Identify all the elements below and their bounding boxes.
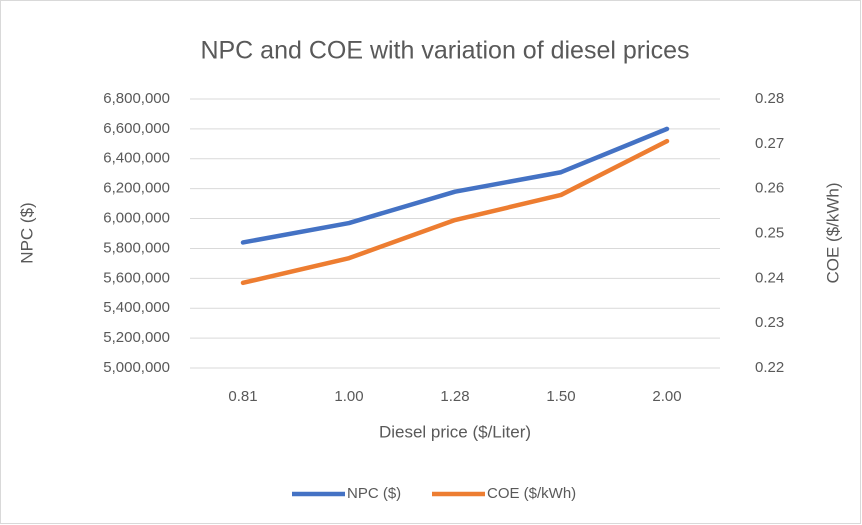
y2-tick-label: 0.26 — [755, 180, 784, 197]
x-tick-label: 1.28 — [440, 388, 469, 405]
legend-label: NPC ($) — [347, 485, 401, 502]
y-tick-label: 5,800,000 — [103, 239, 170, 256]
y2-tick-label: 0.27 — [755, 135, 784, 152]
y2-axis-title: COE ($/kWh) — [823, 182, 842, 283]
x-tick-label: 1.50 — [546, 388, 575, 405]
chart-title: NPC and COE with variation of diesel pri… — [200, 37, 689, 65]
y-tick-label: 6,000,000 — [103, 210, 170, 227]
y-tick-label: 6,600,000 — [103, 120, 170, 137]
x-tick-label: 2.00 — [652, 388, 681, 405]
y2-tick-label: 0.23 — [755, 314, 784, 331]
y-tick-label: 5,600,000 — [103, 269, 170, 286]
y2-tick-label: 0.25 — [755, 224, 784, 241]
y-tick-label: 6,800,000 — [103, 90, 170, 107]
data-line — [240, 138, 670, 286]
y2-tick-label: 0.28 — [755, 90, 784, 107]
x-tick-label: 1.00 — [334, 388, 363, 405]
y-tick-label: 5,000,000 — [103, 359, 170, 376]
y-tick-label: 5,200,000 — [103, 329, 170, 346]
y-axis-title: NPC ($) — [17, 202, 36, 263]
y2-tick-label: 0.24 — [755, 269, 784, 286]
y-tick-label: 6,200,000 — [103, 180, 170, 197]
x-tick-label: 0.81 — [228, 388, 257, 405]
legend-label: COE ($/kWh) — [487, 485, 576, 502]
y-tick-label: 5,400,000 — [103, 299, 170, 316]
y-tick-label: 6,400,000 — [103, 150, 170, 167]
y2-tick-label: 0.22 — [755, 359, 784, 376]
x-axis-title: Diesel price ($/Liter) — [379, 422, 531, 441]
data-line — [240, 126, 670, 245]
